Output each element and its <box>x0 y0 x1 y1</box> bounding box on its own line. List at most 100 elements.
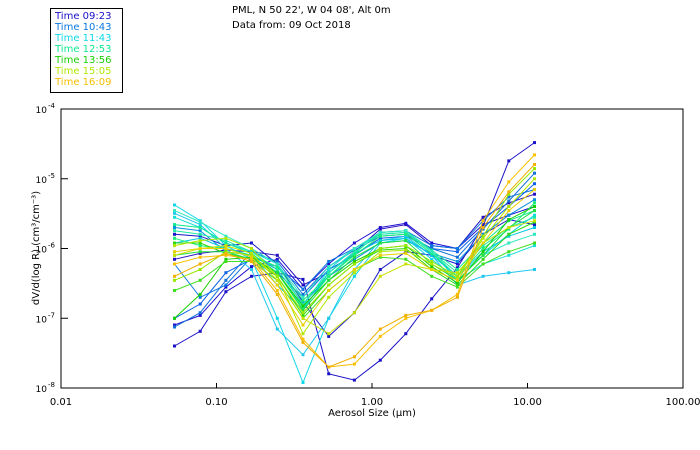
data-point <box>455 292 459 296</box>
data-point <box>198 268 202 271</box>
series-line-group <box>173 219 536 336</box>
data-point <box>352 311 356 315</box>
data-point <box>250 257 253 261</box>
data-point <box>481 253 485 257</box>
data-point <box>455 295 459 299</box>
data-point <box>275 271 279 275</box>
data-point <box>301 302 305 306</box>
data-point <box>198 223 202 227</box>
data-point <box>198 295 202 299</box>
data-point <box>198 226 202 229</box>
data-point <box>404 247 408 250</box>
data-point <box>352 253 356 257</box>
legend-item: Time 12:53 <box>55 44 112 55</box>
data-point <box>173 257 176 261</box>
data-point <box>173 211 176 215</box>
legend-item: Time 11:43 <box>55 33 112 44</box>
data-point <box>507 226 511 229</box>
date-subtitle: Data from: 09 Oct 2018 <box>232 20 351 31</box>
data-point <box>173 274 176 278</box>
data-point <box>455 278 459 282</box>
data-point <box>224 251 228 255</box>
data-point <box>301 313 305 317</box>
data-point <box>533 215 536 219</box>
data-point <box>404 332 408 336</box>
data-point <box>378 327 382 331</box>
data-point <box>224 234 228 238</box>
data-point <box>430 247 434 250</box>
y-tick-label: 10 <box>36 385 48 395</box>
series-line-group <box>173 153 536 369</box>
data-point <box>533 163 536 166</box>
data-point <box>507 253 511 257</box>
data-point <box>378 226 382 229</box>
data-point <box>327 283 331 287</box>
data-point <box>507 195 511 199</box>
data-point <box>327 372 331 376</box>
data-point <box>507 241 511 245</box>
data-point <box>275 265 279 269</box>
data-point <box>533 209 536 213</box>
legend-item: Time 10:43 <box>55 22 112 33</box>
data-point <box>430 297 434 301</box>
data-point <box>224 285 228 289</box>
data-point <box>533 205 536 208</box>
data-point <box>301 337 305 341</box>
data-point <box>198 251 202 255</box>
data-point <box>507 209 511 213</box>
y-axis-label: dV/d(log R) (cm³/cm⁻³) <box>31 191 42 305</box>
y-tick-exponent: -4 <box>48 102 56 110</box>
data-point <box>275 283 279 287</box>
data-point <box>404 250 408 254</box>
y-tick-label: 10 <box>36 246 48 256</box>
data-point <box>507 159 511 163</box>
data-point <box>533 232 536 236</box>
data-point <box>378 239 382 243</box>
data-point <box>533 268 536 271</box>
data-point <box>198 329 202 333</box>
data-point <box>455 262 459 266</box>
data-point <box>224 247 228 250</box>
data-point <box>533 153 536 157</box>
series-layer <box>173 141 536 384</box>
data-point <box>352 362 356 366</box>
data-point <box>507 213 511 217</box>
data-point <box>404 229 408 233</box>
data-point <box>404 230 408 234</box>
data-point <box>378 248 382 252</box>
data-point <box>455 283 459 287</box>
data-point <box>250 274 253 278</box>
data-point <box>198 220 202 224</box>
series-line-group <box>173 163 536 369</box>
x-axis-label: Aerosol Size (μm) <box>328 408 416 419</box>
data-point <box>481 250 485 254</box>
data-point <box>507 180 511 184</box>
legend-item: Time 13:56 <box>55 55 112 66</box>
data-point <box>301 311 305 315</box>
data-point <box>378 358 382 362</box>
data-point <box>352 260 356 263</box>
station-title: PML, N 50 22', W 04 08', Alt 0m <box>232 5 391 16</box>
x-tick-label: 0.10 <box>205 397 227 408</box>
data-point <box>352 251 356 255</box>
data-point <box>327 262 331 266</box>
data-point <box>481 257 485 261</box>
data-point <box>173 250 176 254</box>
data-point <box>301 340 305 344</box>
data-point <box>352 248 356 252</box>
data-point <box>224 271 228 275</box>
data-point <box>275 268 279 271</box>
data-point <box>275 292 279 296</box>
data-point <box>481 244 485 248</box>
legend: Time 09:23 Time 10:43 Time 11:43 Time 12… <box>50 8 123 93</box>
data-point <box>224 248 228 252</box>
data-point <box>455 281 459 285</box>
data-point <box>198 232 202 236</box>
data-point <box>198 244 202 248</box>
data-point <box>327 274 331 278</box>
data-point <box>455 285 459 289</box>
data-point <box>250 251 253 255</box>
data-point <box>430 268 434 271</box>
data-point <box>533 226 536 229</box>
data-point <box>327 332 331 336</box>
